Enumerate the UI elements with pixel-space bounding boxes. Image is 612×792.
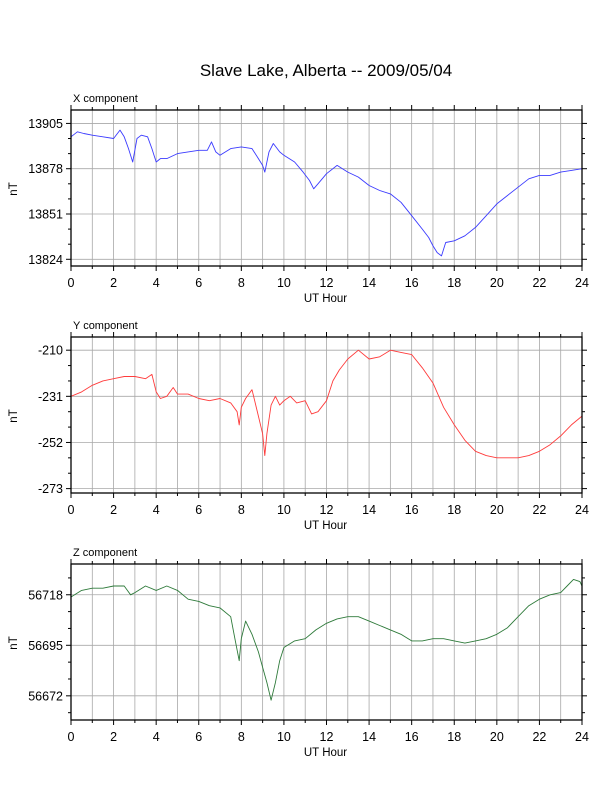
y-axis-label: nT — [8, 636, 20, 649]
x-tick-label: 6 — [195, 730, 202, 744]
x-tick-label: 14 — [362, 730, 376, 744]
y-tick-label: -252 — [38, 436, 63, 450]
x-axis-label: UT Hour — [304, 293, 347, 305]
x-tick-label: 8 — [238, 276, 245, 290]
x-tick-label: 18 — [447, 503, 461, 517]
y-tick-label: 13905 — [28, 117, 63, 131]
y-tick-label: -210 — [38, 344, 63, 358]
y-axis-label: nT — [8, 182, 20, 195]
x-tick-label: 10 — [277, 730, 291, 744]
y-tick-label: 13824 — [28, 253, 63, 267]
x-tick-label: 2 — [110, 730, 117, 744]
x-tick-label: 2 — [110, 276, 117, 290]
x-tick-label: 12 — [320, 730, 334, 744]
x-tick-label: 18 — [447, 730, 461, 744]
x-axis-label: UT Hour — [304, 520, 347, 532]
x-tick-label: 12 — [320, 276, 334, 290]
x-tick-label: 24 — [575, 730, 589, 744]
x-tick-label: 20 — [490, 503, 504, 517]
series-line — [70, 129, 583, 257]
x-tick-label: 4 — [153, 730, 160, 744]
x-tick-label: 10 — [277, 503, 291, 517]
y-tick-label: 56672 — [28, 689, 63, 703]
x-tick-label: 14 — [362, 503, 376, 517]
x-tick-label: 22 — [532, 503, 546, 517]
x-tick-label: 20 — [490, 730, 504, 744]
chart-title: Slave Lake, Alberta -- 2009/05/04 — [200, 61, 452, 80]
panel-title: Z component — [73, 547, 137, 559]
y-tick-label: 13851 — [28, 208, 63, 222]
x-tick-label: 0 — [68, 276, 75, 290]
x-tick-label: 4 — [153, 503, 160, 517]
panel-title: X component — [73, 93, 138, 105]
y-tick-label: 56718 — [28, 588, 63, 602]
x-tick-label: 20 — [490, 276, 504, 290]
y-tick-label: 13878 — [28, 162, 63, 176]
x-axis-label: UT Hour — [304, 747, 347, 759]
x-tick-label: 16 — [405, 730, 419, 744]
x-tick-label: 6 — [195, 276, 202, 290]
x-tick-label: 22 — [532, 276, 546, 290]
x-tick-label: 14 — [362, 276, 376, 290]
y-tick-label: -231 — [38, 390, 63, 404]
x-tick-label: 16 — [405, 503, 419, 517]
x-tick-label: 0 — [68, 730, 75, 744]
x-tick-label: 10 — [277, 276, 291, 290]
x-tick-label: 0 — [68, 503, 75, 517]
x-tick-label: 16 — [405, 276, 419, 290]
series-line — [70, 578, 583, 701]
x-tick-label: 8 — [238, 730, 245, 744]
x-tick-label: 18 — [447, 276, 461, 290]
x-tick-label: 8 — [238, 503, 245, 517]
x-tick-label: 12 — [320, 503, 334, 517]
y-tick-label: -273 — [38, 482, 63, 496]
panel-title: Y component — [73, 320, 138, 332]
series-line — [70, 349, 583, 459]
x-tick-label: 4 — [153, 276, 160, 290]
y-axis-label: nT — [8, 409, 20, 422]
x-tick-label: 2 — [110, 503, 117, 517]
x-tick-label: 24 — [575, 503, 589, 517]
x-tick-label: 22 — [532, 730, 546, 744]
y-tick-label: 56695 — [28, 639, 63, 653]
x-tick-label: 24 — [575, 276, 589, 290]
x-tick-label: 6 — [195, 503, 202, 517]
